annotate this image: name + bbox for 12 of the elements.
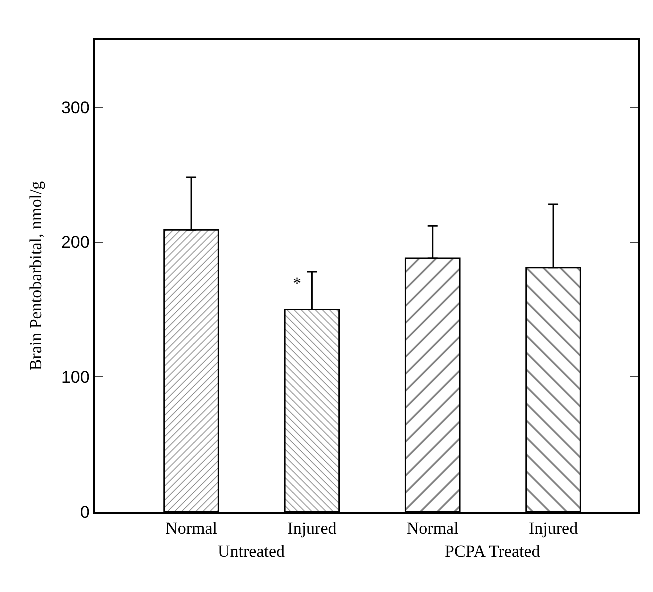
text: PCPA Treated [445, 542, 541, 561]
text: Untreated [218, 542, 286, 561]
y-tick-label: 300 [61, 98, 90, 118]
annotation: * [293, 274, 302, 293]
y-tick-label: 100 [61, 368, 90, 388]
y-tick-label: 0 [80, 502, 90, 522]
x-tick-label: Normal [166, 519, 218, 538]
y-axis-title: Brain Pentobarbital, nmol/g [26, 180, 46, 371]
x-tick-label: Injured [288, 519, 338, 538]
x-tick-label: Normal [406, 519, 460, 538]
x-tick-label: Injured [528, 519, 579, 538]
y-tick-label: 200 [61, 233, 90, 252]
